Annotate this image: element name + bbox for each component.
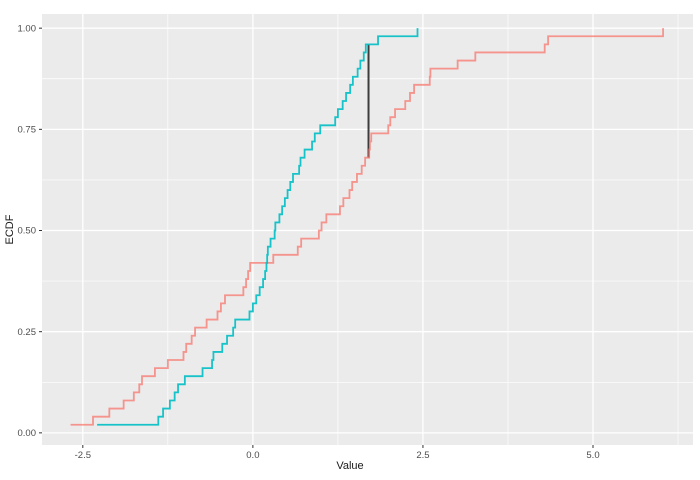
y-tick-label: 0.00 (18, 428, 37, 439)
x-axis-title: Value (336, 460, 364, 472)
x-tick-label: 0.0 (246, 450, 259, 461)
y-tick-label: 1.00 (18, 23, 37, 34)
y-tick-label: 0.25 (18, 327, 37, 338)
ecdf-curve-sample-red (70, 28, 664, 426)
plot-panel (42, 14, 693, 445)
x-tick-label: -2.5 (75, 450, 91, 461)
ecdf-curve-sample-cyan (97, 28, 419, 426)
y-tick-label: 0.50 (18, 226, 37, 237)
x-tick-label: 2.5 (416, 450, 429, 461)
x-tick-label: 5.0 (586, 450, 599, 461)
y-tick-label: 0.75 (18, 125, 37, 136)
y-axis-title: ECDF (4, 214, 16, 245)
